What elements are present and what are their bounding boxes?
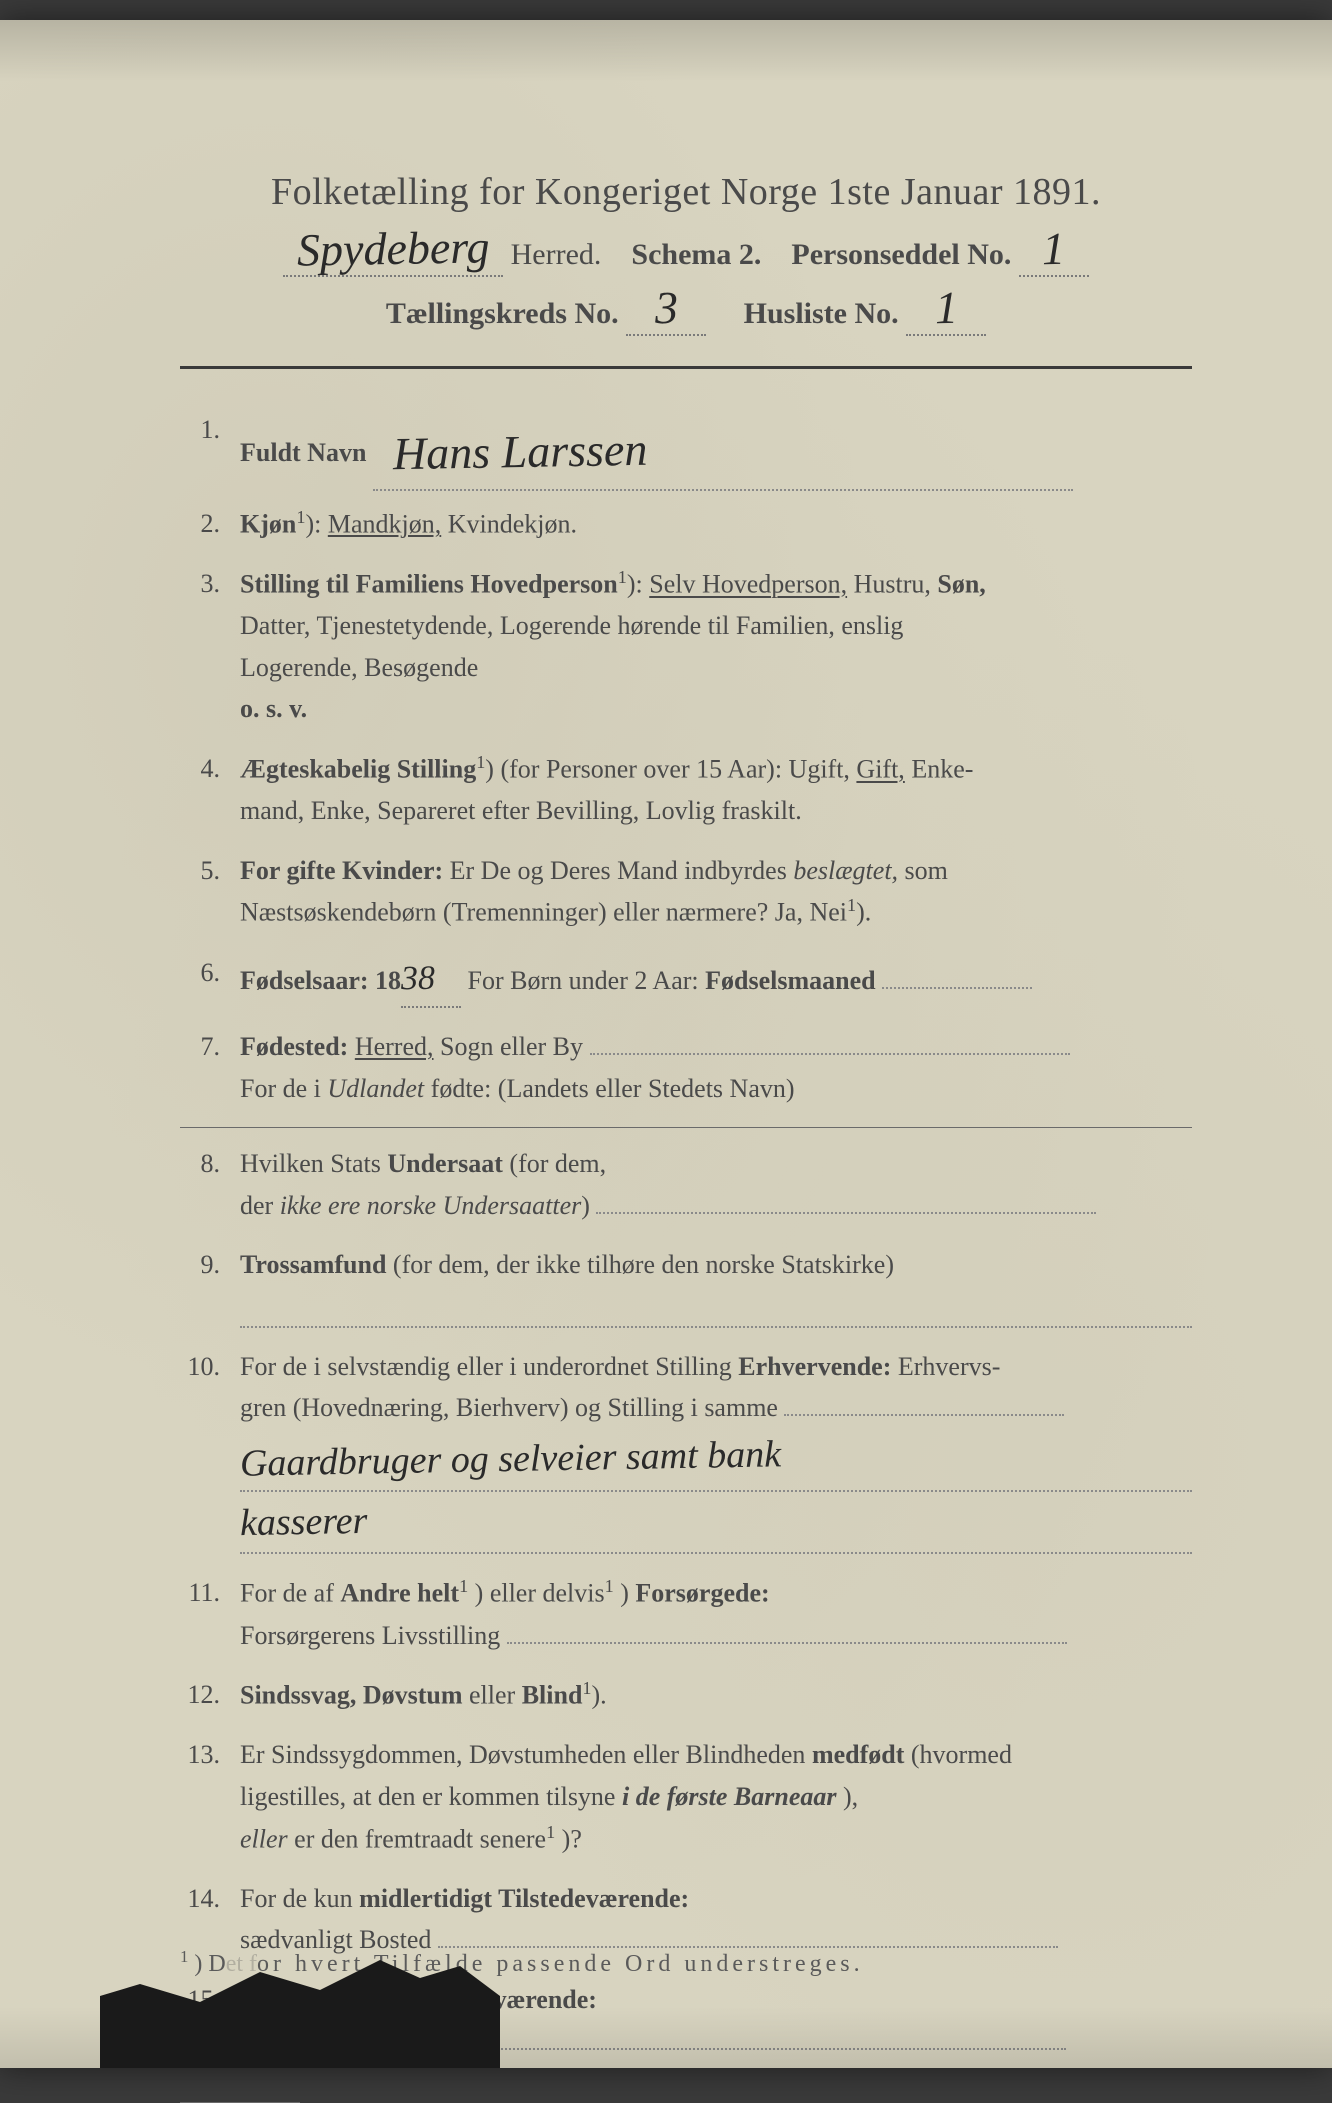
schema-label: Schema 2.	[631, 238, 761, 271]
row-num: 2.	[180, 503, 240, 545]
name-hw: Hans Larssen	[392, 413, 648, 491]
kreds-label: Tællingskreds No.	[386, 297, 619, 330]
row-8: 8. Hvilken Stats Undersaat (for dem, der…	[180, 1143, 1192, 1226]
row-11: 11. For de af Andre helt1 ) eller delvis…	[180, 1572, 1192, 1656]
row-12: 12. Sindssvag, Døvstum eller Blind1).	[180, 1674, 1192, 1716]
form-title: Folketælling for Kongeriget Norge 1ste J…	[180, 170, 1192, 214]
row-num: 5.	[180, 850, 240, 934]
husliste-label: Husliste No.	[744, 297, 899, 330]
herred-underlined: Herred,	[355, 1032, 434, 1061]
census-form-page: Folketælling for Kongeriget Norge 1ste J…	[0, 20, 1332, 2068]
herred-label: Herred.	[511, 238, 602, 271]
kreds-no-hw: 3	[654, 281, 678, 334]
trossamfund-label: Trossamfund	[240, 1250, 386, 1279]
gift: Gift,	[856, 755, 904, 784]
header-line-2: Spydeberg Herred. Schema 2. Personseddel…	[180, 222, 1192, 277]
row-9: 9. Trossamfund (for dem, der ikke tilhør…	[180, 1244, 1192, 1327]
kjon-label: Kjøn	[240, 509, 296, 538]
row-num: 7.	[180, 1026, 240, 1109]
row-num: 8.	[180, 1143, 240, 1226]
footnote: 1 ) Det for hvert Tilfælde passende Ord …	[180, 1947, 1192, 1978]
row-1: 1. Fuldt Navn Hans Larssen	[180, 409, 1192, 485]
fuldt-navn-label: Fuldt Navn	[240, 438, 366, 467]
row-6: 6. Fødselsaar: 1838 For Børn under 2 Aar…	[180, 952, 1192, 1008]
row-4: 4. Ægteskabelig Stilling1) (for Personer…	[180, 748, 1192, 832]
mandkjon: Mandkjøn,	[328, 509, 441, 538]
fodselsaar-label: Fødselsaar: 18	[240, 966, 401, 995]
row-num: 1.	[180, 409, 240, 485]
section-divider-1	[180, 1127, 1192, 1128]
row-num: 6.	[180, 952, 240, 1008]
occupation-hw-2: kasserer	[239, 1490, 367, 1553]
row-2: 2. Kjøn1): Mandkjøn, Kvindekjøn.	[180, 503, 1192, 545]
personseddel-label: Personseddel No.	[791, 238, 1011, 271]
row-13: 13. Er Sindssygdommen, Døvstumheden elle…	[180, 1734, 1192, 1859]
fodested-label: Fødested:	[240, 1032, 348, 1061]
aegteskab-label: Ægteskabelig Stilling	[240, 755, 476, 784]
selv-hovedperson: Selv Hovedperson,	[649, 570, 847, 599]
header-line-3: Tællingskreds No. 3 Husliste No. 1	[180, 281, 1192, 336]
kvindekjon: Kvindekjøn.	[448, 509, 577, 538]
row-num: 12.	[180, 1674, 240, 1716]
occupation-hw-1: Gaardbruger og selveier samt bank	[240, 1424, 782, 1494]
husliste-no-hw: 1	[934, 281, 958, 334]
stilling-label: Stilling til Familiens Hovedperson	[240, 570, 618, 599]
row-10: 10. For de i selvstændig eller i underor…	[180, 1346, 1192, 1555]
row-7: 7. Fødested: Herred, Sogn eller By For d…	[180, 1026, 1192, 1109]
row-3: 3. Stilling til Familiens Hovedperson1):…	[180, 563, 1192, 730]
row-5: 5. For gifte Kvinder: Er De og Deres Man…	[180, 850, 1192, 934]
row-num: 9.	[180, 1244, 240, 1327]
row-num: 11.	[180, 1572, 240, 1656]
header-divider	[180, 366, 1192, 369]
row-num: 3.	[180, 563, 240, 730]
herred-handwritten: Spydeberg	[296, 220, 489, 276]
personseddel-no-hw: 1	[1042, 222, 1066, 275]
row-num: 10.	[180, 1346, 240, 1555]
row-num: 4.	[180, 748, 240, 832]
row-num: 13.	[180, 1734, 240, 1859]
birthyear-hw: 38	[401, 951, 436, 1006]
gifte-kvinder-label: For gifte Kvinder:	[240, 856, 443, 885]
